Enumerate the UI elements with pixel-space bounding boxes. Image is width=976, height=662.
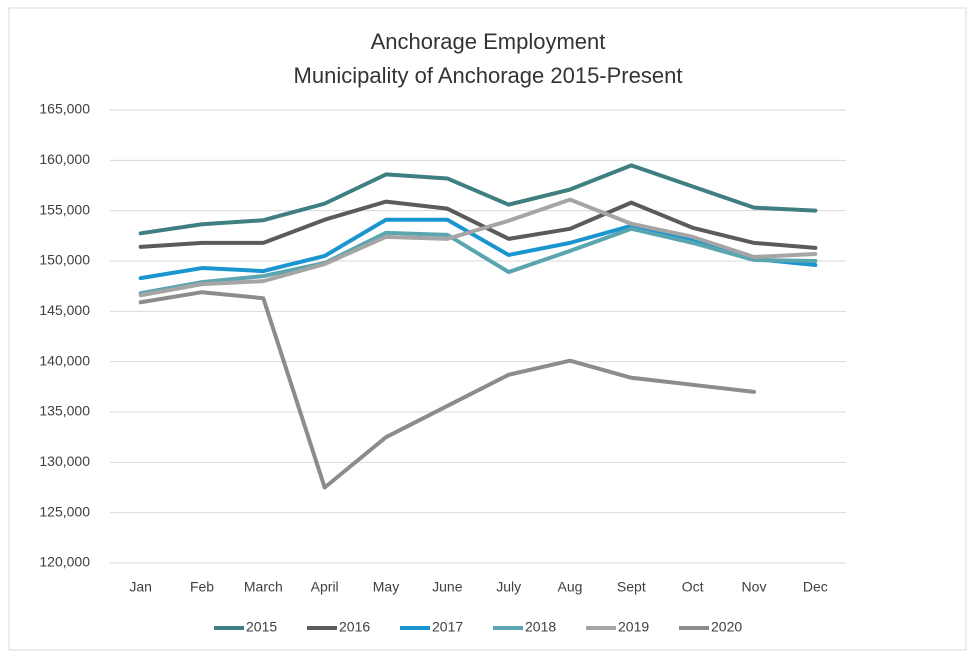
y-tick-label: 130,000: [39, 453, 90, 469]
x-tick-label: Nov: [742, 579, 767, 595]
chart-title: Anchorage Employment: [371, 29, 606, 54]
chart-subtitle: Municipality of Anchorage 2015-Present: [294, 63, 683, 88]
x-tick-label: June: [432, 579, 463, 595]
legend-label: 2016: [339, 619, 370, 635]
series-line: [138, 226, 818, 296]
chart-border: [8, 7, 967, 651]
x-tick-label: Oct: [682, 579, 704, 595]
legend-label: 2018: [525, 619, 556, 635]
y-tick-label: 125,000: [39, 503, 90, 519]
legend-label: 2020: [711, 619, 742, 635]
x-tick-label: May: [373, 579, 399, 595]
x-tick-label: Jan: [129, 579, 152, 595]
x-tick-label: March: [244, 579, 283, 595]
x-tick-label: Aug: [558, 579, 583, 595]
y-tick-label: 120,000: [39, 554, 90, 570]
series-line: [138, 163, 818, 236]
x-tick-label: April: [311, 579, 339, 595]
y-tick-label: 155,000: [39, 201, 90, 217]
legend-label: 2015: [246, 619, 277, 635]
series-line: [138, 290, 756, 490]
y-tick-label: 160,000: [39, 151, 90, 167]
x-tick-label: Feb: [190, 579, 214, 595]
y-tick-label: 135,000: [39, 403, 90, 419]
y-tick-label: 140,000: [39, 352, 90, 368]
series-line: [138, 199, 818, 250]
legend-label: 2017: [432, 619, 463, 635]
series-line: [138, 197, 818, 298]
x-tick-label: Sept: [617, 579, 646, 595]
legend-label: 2019: [618, 619, 649, 635]
x-tick-label: Dec: [803, 579, 828, 595]
y-tick-label: 165,000: [39, 101, 90, 117]
y-tick-label: 145,000: [39, 302, 90, 318]
x-tick-label: July: [496, 579, 521, 595]
y-tick-label: 150,000: [39, 252, 90, 268]
